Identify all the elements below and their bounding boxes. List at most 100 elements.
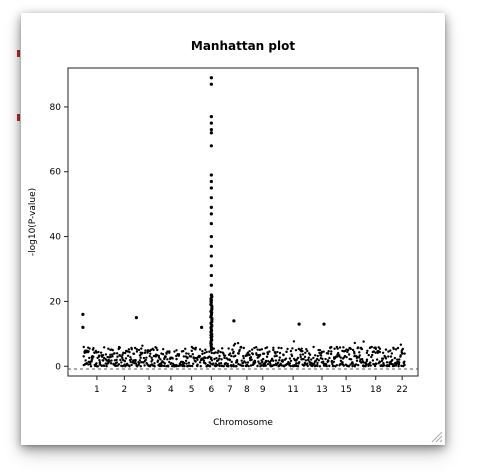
data-point (210, 293, 213, 296)
data-point (227, 347, 229, 349)
data-point (164, 362, 166, 364)
data-point (395, 364, 397, 366)
data-point (290, 360, 292, 362)
data-point (244, 361, 246, 363)
data-point (291, 347, 293, 349)
data-point (317, 355, 319, 357)
data-point (330, 353, 332, 355)
data-point (308, 356, 310, 358)
data-point (145, 356, 147, 358)
x-tick-label: 22 (396, 385, 407, 395)
data-point (272, 347, 274, 349)
data-point (183, 355, 185, 357)
data-point (84, 359, 86, 361)
data-point (250, 356, 252, 358)
data-point (295, 349, 297, 351)
data-point (320, 354, 322, 356)
data-point (389, 349, 391, 351)
data-point (218, 357, 220, 359)
data-point (92, 356, 94, 358)
data-point (210, 115, 213, 118)
data-point (136, 350, 138, 352)
data-point (333, 361, 335, 363)
data-point (110, 359, 112, 361)
data-point (210, 206, 213, 209)
data-point (210, 83, 213, 86)
data-point (330, 346, 332, 348)
data-point (209, 365, 211, 367)
data-point (191, 365, 193, 367)
data-point (134, 360, 136, 362)
data-point (382, 362, 384, 364)
data-point (199, 348, 201, 350)
data-point (256, 348, 258, 350)
data-point (387, 355, 389, 357)
data-point (227, 363, 229, 365)
data-point (268, 350, 270, 352)
data-point (300, 347, 302, 349)
data-point (175, 349, 177, 351)
data-point (81, 313, 84, 316)
data-point (143, 364, 145, 366)
data-point (332, 365, 334, 367)
red-edge-mark (17, 50, 20, 57)
data-point (256, 365, 258, 367)
data-point (115, 359, 117, 361)
data-point (319, 349, 321, 351)
data-point (205, 351, 207, 353)
y-tick-label: 60 (50, 168, 62, 178)
data-point (149, 352, 151, 354)
data-point (112, 349, 114, 351)
data-point (119, 347, 121, 349)
data-point (210, 254, 213, 257)
data-point (353, 352, 355, 354)
data-point (200, 326, 203, 329)
data-point (120, 361, 122, 363)
data-point (178, 353, 180, 355)
data-point (88, 357, 90, 359)
data-point (282, 360, 284, 362)
data-point (362, 340, 364, 342)
data-point (337, 352, 339, 354)
data-point (130, 347, 132, 349)
data-point (289, 362, 291, 364)
data-point (231, 348, 233, 350)
data-point (398, 358, 400, 360)
data-point (188, 362, 190, 364)
data-point (350, 358, 352, 360)
data-point (366, 350, 368, 352)
data-point (371, 354, 373, 356)
data-point (345, 356, 347, 358)
data-point (278, 359, 280, 361)
data-point (82, 355, 84, 357)
data-point (282, 354, 284, 356)
data-point (255, 352, 257, 354)
data-point (149, 355, 151, 357)
data-point (127, 355, 129, 357)
data-point (128, 351, 130, 353)
data-point (336, 364, 338, 366)
data-point (391, 352, 393, 354)
resize-grip-icon[interactable] (429, 429, 443, 443)
data-point (375, 363, 377, 365)
data-point (218, 365, 220, 367)
data-point (218, 355, 220, 357)
data-point (368, 354, 370, 356)
data-point (185, 352, 187, 354)
data-point (359, 354, 361, 356)
data-point (229, 359, 231, 361)
data-point (276, 351, 278, 353)
data-point (298, 361, 300, 363)
data-point (330, 350, 332, 352)
data-point (195, 347, 197, 349)
data-point (211, 352, 213, 354)
data-point (322, 323, 325, 326)
data-point (87, 350, 89, 352)
data-point (398, 363, 400, 365)
data-point (234, 343, 236, 345)
data-point (242, 355, 244, 357)
data-point (382, 357, 384, 359)
data-point (235, 365, 237, 367)
data-point (326, 365, 328, 367)
data-point (90, 365, 92, 367)
